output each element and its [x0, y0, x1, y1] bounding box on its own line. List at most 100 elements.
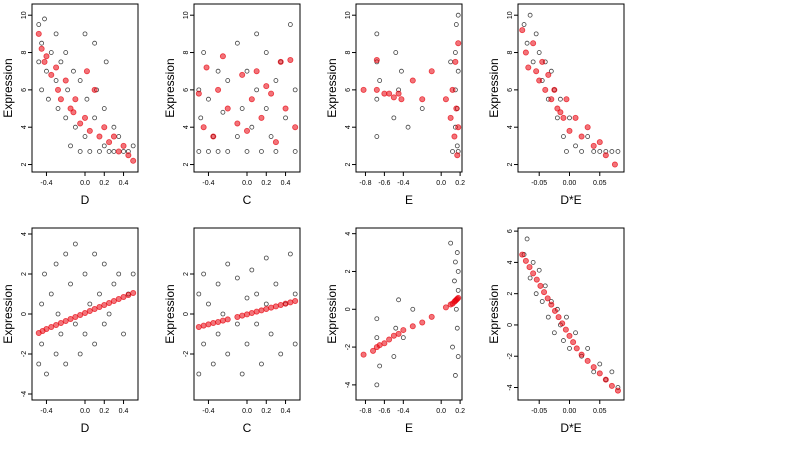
fitted-point — [373, 57, 380, 64]
observed-point — [396, 297, 401, 303]
fitted-point — [390, 94, 397, 101]
observed-point — [263, 50, 269, 55]
fitted-point — [101, 301, 108, 308]
x-tick-label: 0.2 — [99, 408, 109, 415]
observed-point — [111, 281, 117, 287]
x-tick-label: 0.0 — [436, 180, 446, 187]
x-axis-label: C — [243, 193, 252, 207]
observed-point — [391, 354, 397, 359]
observed-point — [53, 31, 59, 37]
observed-point — [597, 149, 603, 154]
x-tick-label: -0.05 — [531, 408, 547, 415]
observed-point — [455, 354, 461, 359]
fitted-point — [277, 301, 284, 308]
observed-point — [273, 78, 279, 83]
observed-point — [225, 261, 231, 267]
plot-frame — [355, 227, 463, 401]
observed-point — [249, 267, 255, 273]
fitted-point — [219, 53, 226, 60]
observed-point — [530, 259, 536, 265]
fitted-point — [566, 127, 573, 134]
observed-point — [263, 301, 269, 307]
observed-point — [597, 361, 603, 367]
fitted-point — [110, 133, 117, 140]
x-axis-label: E — [405, 421, 413, 435]
observed-point — [103, 59, 109, 65]
fitted-point — [360, 86, 367, 93]
x-axis-label: D — [81, 193, 90, 207]
observed-point — [453, 306, 459, 312]
observed-point — [377, 363, 383, 369]
y-tick-label: 8 — [507, 50, 514, 54]
fitted-point — [419, 96, 426, 103]
observed-point — [405, 124, 411, 130]
fitted-point — [386, 90, 393, 97]
fitted-point — [522, 49, 529, 56]
observed-point — [55, 311, 61, 317]
y-tick-label: -2 — [345, 344, 352, 350]
fitted-point — [533, 276, 540, 283]
fitted-point — [96, 303, 103, 310]
fitted-point — [282, 300, 289, 307]
x-tick-label: 0.00 — [563, 180, 577, 187]
fitted-point — [101, 124, 108, 131]
observed-point — [121, 331, 126, 337]
observed-point — [68, 143, 73, 149]
fitted-point — [272, 139, 279, 146]
x-axis-label: D*E — [560, 421, 581, 435]
observed-point — [82, 331, 88, 337]
fitted-point — [53, 64, 60, 71]
observed-point — [196, 291, 202, 297]
observed-point — [87, 149, 93, 154]
fitted-point — [287, 299, 294, 306]
x-tick-label: -0.4 — [202, 180, 214, 187]
fitted-point — [428, 68, 435, 75]
y-tick-label: 10 — [21, 11, 28, 19]
x-tick-label: -0.4 — [397, 408, 409, 415]
fitted-point — [106, 139, 113, 146]
observed-point — [567, 115, 572, 121]
observed-point — [533, 31, 539, 37]
observed-point — [36, 361, 42, 367]
observed-point — [65, 87, 71, 93]
y-axis-label: Expression — [163, 58, 177, 117]
observed-point — [374, 31, 380, 37]
observed-point — [101, 321, 107, 327]
x-tick-label: 0.05 — [593, 180, 607, 187]
fitted-point — [120, 142, 127, 149]
observed-point — [536, 267, 542, 273]
fitted-point — [215, 86, 222, 93]
observed-point — [77, 149, 83, 154]
plot-frame — [193, 3, 301, 173]
observed-point — [68, 281, 73, 287]
observed-point — [130, 271, 136, 277]
fitted-point — [43, 53, 50, 60]
fitted-point — [454, 152, 461, 159]
observed-point — [536, 50, 542, 55]
observed-point — [374, 382, 380, 388]
fitted-point — [248, 96, 255, 103]
x-tick-label: -0.6 — [378, 408, 390, 415]
fitted-point — [526, 264, 533, 271]
fitted-point — [544, 295, 551, 302]
fitted-point — [570, 339, 577, 346]
x-tick-label: 0.0 — [242, 180, 252, 187]
observed-point — [448, 59, 454, 65]
y-tick-label: 4 — [183, 125, 190, 129]
panel-4: -0.05 0.00 0.05 2 4 6 8 10 D*E Expression — [487, 3, 625, 207]
fitted-point — [125, 152, 132, 159]
fitted-point — [563, 96, 570, 103]
observed-point — [292, 87, 298, 93]
observed-point — [400, 335, 406, 341]
fitted-point — [409, 323, 416, 330]
observed-point — [292, 291, 298, 297]
observed-point — [63, 361, 69, 367]
observed-point — [106, 311, 112, 317]
panel-8: -0.05 0.00 0.05 -4 -2 0 2 4 6 D*E Expression — [487, 227, 625, 435]
y-tick-label: -4 — [345, 382, 352, 388]
fitted-point — [70, 109, 77, 116]
observed-point — [244, 295, 250, 301]
fitted-point — [57, 96, 64, 103]
fitted-point — [253, 308, 260, 315]
fitted-point — [557, 109, 564, 116]
